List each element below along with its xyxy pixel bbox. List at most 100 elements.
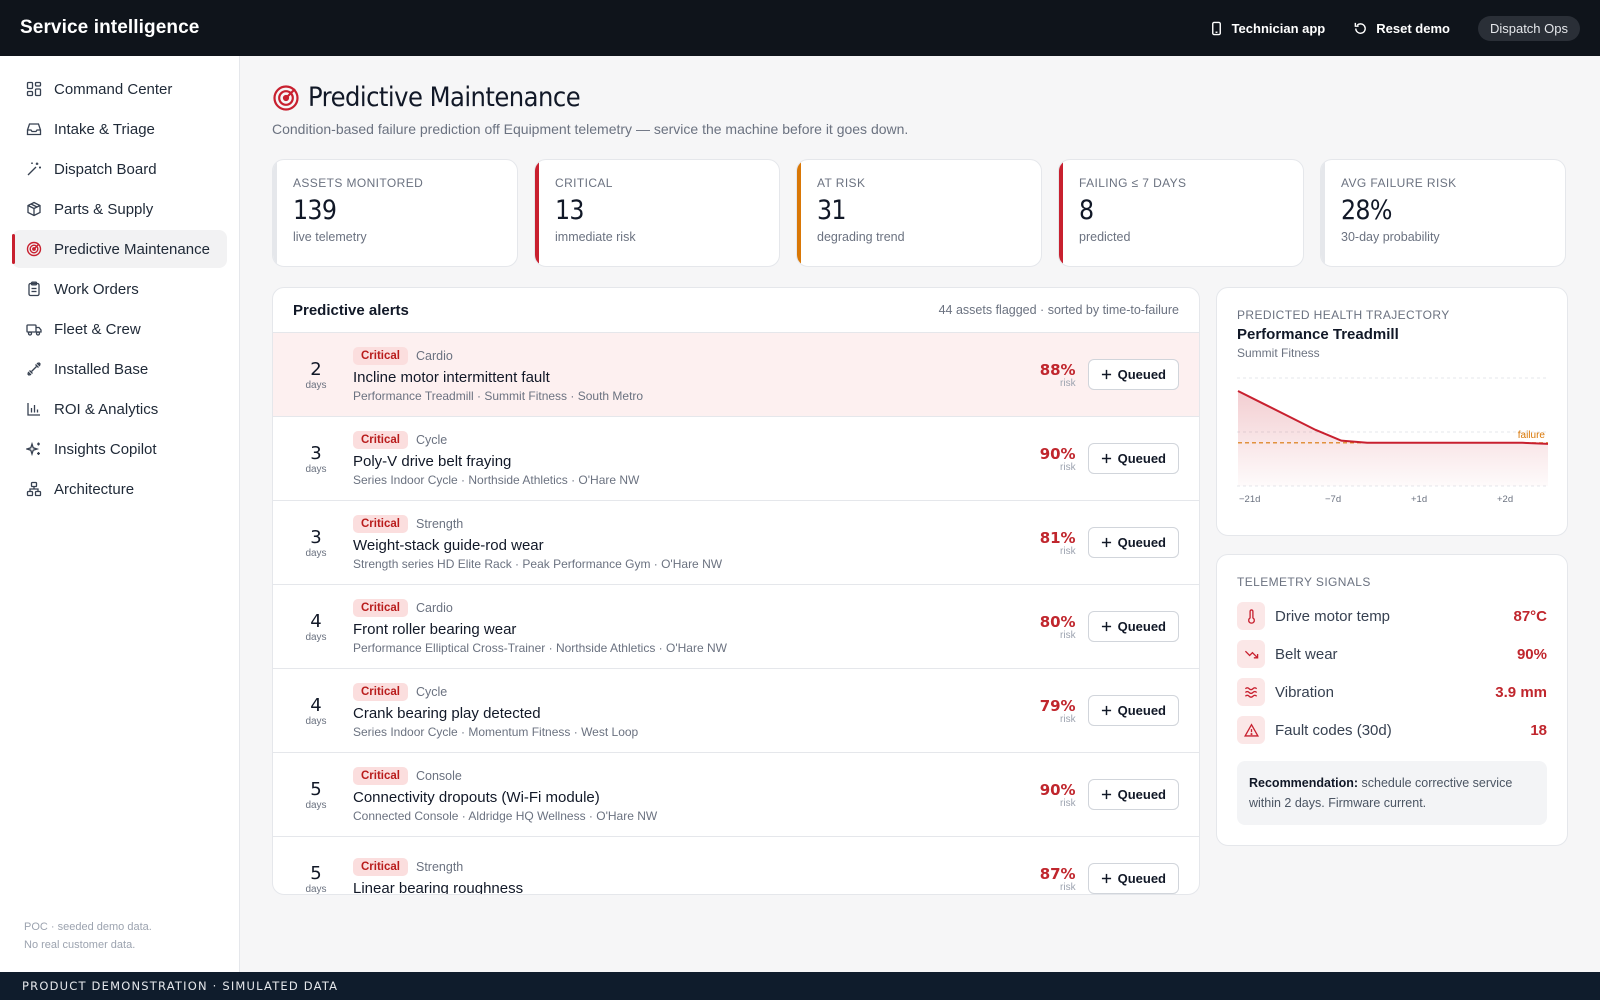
truck-icon xyxy=(26,324,42,336)
alert-row[interactable]: 5 days Critical Strength Linear bearing roug… xyxy=(273,837,1199,895)
queued-label: Queued xyxy=(1117,367,1166,382)
alert-triangle-icon xyxy=(1243,722,1259,737)
sidebar-item-architecture[interactable]: Architecture xyxy=(12,470,227,508)
sidebar-item-work-orders[interactable]: Work Orders xyxy=(12,270,227,308)
x-tick-label: +1d xyxy=(1411,494,1427,505)
app-title: Service intelligence xyxy=(20,17,200,38)
sidebar-item-command-center[interactable]: Command Center xyxy=(12,70,227,108)
queued-button[interactable]: Queued xyxy=(1087,779,1179,810)
right-column: PREDICTED HEALTH TRAJECTORY Performance … xyxy=(1216,287,1568,895)
footer-note-2: No real customer data. xyxy=(24,939,136,951)
health-area xyxy=(1238,390,1548,486)
alert-body: Critical Strength Linear bearing roughness xyxy=(353,857,1040,895)
risk-unit: risk xyxy=(1060,713,1076,725)
sidebar-item-predictive-maintenance[interactable]: Predictive Maintenance xyxy=(12,230,227,268)
health-trajectory-chart: failure −21d −7d +1d +2d xyxy=(1237,377,1549,505)
failure-label: failure xyxy=(1518,430,1546,441)
alert-title: Linear bearing roughness xyxy=(353,879,524,895)
role-switcher[interactable]: Dispatch Ops xyxy=(1477,15,1580,41)
days-to-failure: 3 days xyxy=(299,527,333,559)
sidebar-item-label: ROI & Analytics xyxy=(54,400,159,418)
risk-unit: risk xyxy=(1060,881,1076,893)
alert-body: Critical Console Connectivity dropouts (Wi… xyxy=(353,766,1040,823)
sidebar-item-installed-base[interactable]: Installed Base xyxy=(12,350,227,388)
alert-title: Crank bearing play detected xyxy=(353,704,541,722)
alert-title: Incline motor intermittent fault xyxy=(353,368,550,386)
severity-badge: Critical xyxy=(353,346,408,365)
alerts-header: Predictive alerts 44 assets flagged · so… xyxy=(273,288,1199,333)
sidebar-item-dispatch-board[interactable]: Dispatch Board xyxy=(12,150,227,188)
alert-row[interactable]: 5 days Critical Console Connectivity dropout… xyxy=(273,753,1199,837)
signal-icon-box xyxy=(1237,602,1265,630)
risk-score: 81% risk xyxy=(1040,529,1076,557)
alert-row[interactable]: 4 days Critical Cycle Crank bearing play det… xyxy=(273,669,1199,753)
alert-tags: Critical Strength xyxy=(353,857,1040,876)
main-content: Predictive Maintenance Condition-based f… xyxy=(272,56,1568,895)
signal-value: 18 xyxy=(1530,721,1547,739)
queued-button[interactable]: Queued xyxy=(1087,695,1179,726)
queued-button[interactable]: Queued xyxy=(1087,443,1179,474)
alert-asset-details: Performance Treadmill · Summit Fitness ·… xyxy=(353,388,644,403)
queued-button[interactable]: Queued xyxy=(1087,359,1179,390)
alert-body: Critical Cardio Incline motor intermittent… xyxy=(353,346,1040,403)
kpi-value: 31 xyxy=(817,195,847,226)
technician-app-label: Technician app xyxy=(1231,20,1326,36)
sidebar-item-fleet-crew[interactable]: Fleet & Crew xyxy=(12,310,227,348)
x-tick-label: −21d xyxy=(1239,494,1260,505)
queued-button[interactable]: Queued xyxy=(1087,527,1179,558)
days-number: 3 xyxy=(310,526,322,548)
alert-asset-details: Connected Console · Aldridge HQ Wellness… xyxy=(353,808,658,823)
plus-icon xyxy=(1101,789,1111,800)
sidebar-item-parts-supply[interactable]: Parts & Supply xyxy=(12,190,227,228)
radar-icon xyxy=(26,241,42,257)
alert-row[interactable]: 3 days Critical Cycle Poly-V drive belt fray… xyxy=(273,417,1199,501)
queued-button[interactable]: Queued xyxy=(1087,863,1179,894)
smartphone-icon xyxy=(1211,21,1221,35)
risk-value: 79% xyxy=(1039,696,1076,715)
bar-chart-icon xyxy=(27,403,40,416)
queued-label: Queued xyxy=(1117,703,1166,718)
days-number: 4 xyxy=(310,610,322,632)
queued-label: Queued xyxy=(1117,787,1166,802)
days-to-failure: 5 days xyxy=(299,863,333,895)
kpi-label: FAILING ≤ 7 DAYS xyxy=(1079,176,1187,190)
risk-unit: risk xyxy=(1060,797,1076,809)
signal-drive-motor-temp: Drive motor temp 87°C xyxy=(1237,597,1547,635)
reset-demo-button[interactable]: Reset demo xyxy=(1353,21,1450,36)
sidebar-item-label: Installed Base xyxy=(54,360,149,378)
sidebar-item-intake-triage[interactable]: Intake & Triage xyxy=(12,110,227,148)
severity-badge: Critical xyxy=(353,766,408,785)
sidebar-item-label: Work Orders xyxy=(54,280,139,298)
queued-label: Queued xyxy=(1117,535,1166,550)
rotate-ccw-icon xyxy=(1354,22,1367,34)
days-number: 4 xyxy=(310,694,322,716)
alert-row[interactable]: 3 days Critical Strength Weight-stack guide-… xyxy=(273,501,1199,585)
days-unit: days xyxy=(305,463,327,475)
alert-body: Critical Strength Weight-stack guide-rod w… xyxy=(353,514,1040,571)
sidebar-item-insights-copilot[interactable]: Insights Copilot xyxy=(12,430,227,468)
risk-value: 90% xyxy=(1039,444,1076,463)
alert-row[interactable]: 2 days Critical Cardio Incline motor intermi… xyxy=(273,333,1199,417)
recommendation-label: Recommendation: xyxy=(1249,776,1359,790)
signal-name: Drive motor temp xyxy=(1275,607,1391,625)
technician-app-button[interactable]: Technician app xyxy=(1209,20,1326,36)
risk-value: 88% xyxy=(1039,360,1076,379)
kpi-critical: CRITICAL 13 immediate risk xyxy=(534,159,780,267)
sidebar-item-roi-analytics[interactable]: ROI & Analytics xyxy=(12,390,227,428)
queued-button[interactable]: Queued xyxy=(1087,611,1179,642)
kpi-at-risk: AT RISK 31 degrading trend xyxy=(796,159,1042,267)
alert-body: Critical Cycle Crank bearing play detected… xyxy=(353,682,1040,739)
sidebar-item-label: Command Center xyxy=(54,80,173,98)
kpi-label: AVG FAILURE RISK xyxy=(1341,176,1457,190)
alert-row[interactable]: 4 days Critical Cardio Front roller bearing … xyxy=(273,585,1199,669)
kpi-note: 30-day probability xyxy=(1341,230,1440,244)
sidebar-item-label: Insights Copilot xyxy=(54,440,157,458)
content-grid: Predictive alerts 44 assets flagged · so… xyxy=(272,287,1568,895)
alert-category: Strength xyxy=(416,516,464,531)
alert-tags: Critical Console xyxy=(353,766,1040,785)
trend-down-icon xyxy=(1244,650,1258,658)
trajectory-asset: Performance Treadmill xyxy=(1237,326,1399,343)
plus-icon xyxy=(1101,621,1111,632)
plus-icon xyxy=(1101,537,1111,548)
alert-title: Front roller bearing wear xyxy=(353,620,517,638)
